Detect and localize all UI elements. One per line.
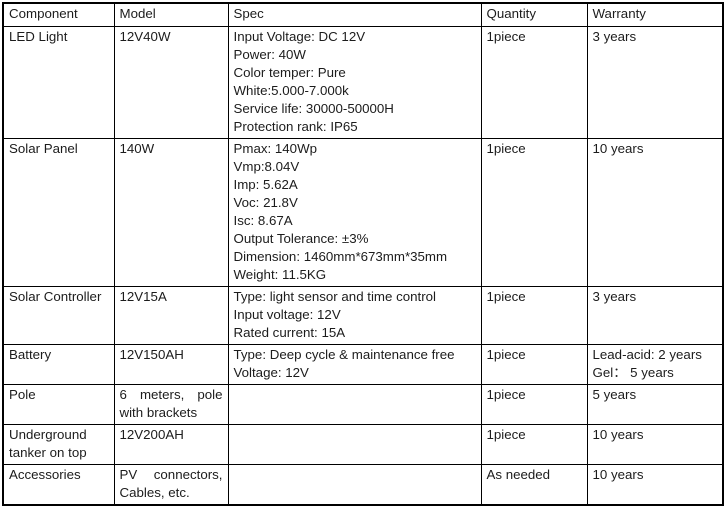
cell-component: Pole [2, 383, 115, 425]
cell-model: 6 meters, pole with brackets [113, 383, 229, 425]
table-row: Accessories PV connectors, Cables, etc. … [2, 463, 724, 506]
column-header-spec: Spec [227, 2, 482, 27]
column-header-model: Model [113, 2, 229, 27]
cell-warranty: 10 years [586, 137, 724, 287]
table-header-row: Component Model Spec Quantity Warranty [2, 2, 724, 27]
cell-quantity: 1piece [480, 25, 588, 139]
cell-spec: Input Voltage: DC 12V Power: 40W Color t… [227, 25, 482, 139]
table-row: Underground tanker on top 12V200AH 1piec… [2, 423, 724, 465]
cell-model: 12V150AH [113, 343, 229, 385]
cell-spec: Type: light sensor and time control Inpu… [227, 285, 482, 345]
cell-warranty: 5 years [586, 383, 724, 425]
cell-quantity: 1piece [480, 423, 588, 465]
cell-model: 12V15A [113, 285, 229, 345]
cell-component: Battery [2, 343, 115, 385]
column-header-warranty: Warranty [586, 2, 724, 27]
cell-quantity: 1piece [480, 383, 588, 425]
cell-component: Accessories [2, 463, 115, 506]
column-header-component: Component [2, 2, 115, 27]
table-row: Solar Panel 140W Pmax: 140Wp Vmp:8.04V I… [2, 137, 724, 287]
table-row: Solar Controller 12V15A Type: light sens… [2, 285, 724, 345]
cell-quantity: 1piece [480, 137, 588, 287]
cell-warranty: 10 years [586, 423, 724, 465]
cell-component: LED Light [2, 25, 115, 139]
cell-model: PV connectors, Cables, etc. [113, 463, 229, 506]
cell-spec [227, 423, 482, 465]
cell-warranty: 10 years [586, 463, 724, 506]
cell-spec: Type: Deep cycle & maintenance free Volt… [227, 343, 482, 385]
cell-quantity: As needed [480, 463, 588, 506]
cell-model: 12V40W [113, 25, 229, 139]
cell-model: 140W [113, 137, 229, 287]
table-row: Battery 12V150AH Type: Deep cycle & main… [2, 343, 724, 385]
cell-quantity: 1piece [480, 285, 588, 345]
cell-model: 12V200AH [113, 423, 229, 465]
cell-spec: Pmax: 140Wp Vmp:8.04V Imp: 5.62A Voc: 21… [227, 137, 482, 287]
column-header-quantity: Quantity [480, 2, 588, 27]
cell-component: Underground tanker on top [2, 423, 115, 465]
cell-component: Solar Controller [2, 285, 115, 345]
table-row: Pole 6 meters, pole with brackets 1piece… [2, 383, 724, 425]
cell-spec [227, 383, 482, 425]
cell-component: Solar Panel [2, 137, 115, 287]
table-row: LED Light 12V40W Input Voltage: DC 12V P… [2, 25, 724, 139]
cell-warranty: 3 years [586, 285, 724, 345]
cell-warranty: Lead-acid: 2 years Gel： 5 years [586, 343, 724, 385]
cell-quantity: 1piece [480, 343, 588, 385]
cell-spec [227, 463, 482, 506]
cell-warranty: 3 years [586, 25, 724, 139]
